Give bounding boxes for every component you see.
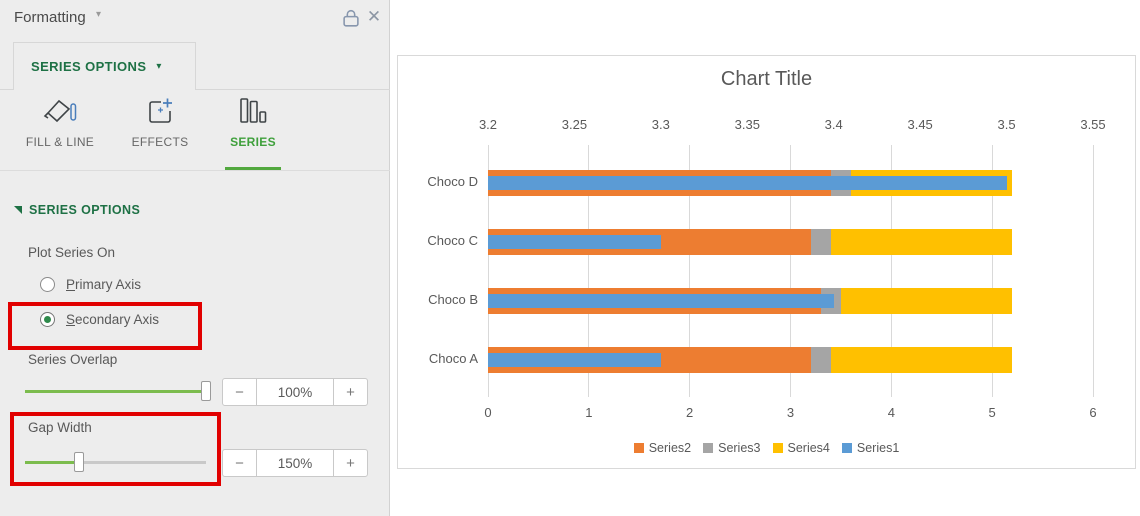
bar-series1[interactable] bbox=[488, 234, 661, 249]
legend-swatch-icon bbox=[841, 443, 852, 453]
secondary-axis-tick-label[interactable]: 3.5 bbox=[997, 117, 1016, 132]
tab-series-options-label: SERIES OPTIONS bbox=[31, 59, 147, 74]
minus-button[interactable]: − bbox=[235, 383, 244, 401]
legend-label: Series1 bbox=[856, 441, 900, 455]
legend-item[interactable]: Series4 bbox=[772, 441, 830, 455]
bar-series3[interactable] bbox=[810, 228, 831, 255]
primary-axis-tick-label[interactable]: 0 bbox=[484, 405, 492, 420]
category-label[interactable]: Choco A bbox=[428, 350, 478, 366]
bar-series1[interactable] bbox=[488, 352, 661, 367]
plus-button[interactable]: + bbox=[346, 383, 355, 401]
close-icon[interactable]: ✕ bbox=[366, 7, 382, 26]
category-label[interactable]: Choco C bbox=[427, 232, 478, 248]
slider-thumb[interactable] bbox=[74, 452, 85, 472]
secondary-axis-tick-label[interactable]: 3.4 bbox=[824, 117, 843, 132]
tab-chevron-down-icon: ▾ bbox=[156, 61, 162, 72]
secondary-axis-tick-label[interactable]: 3.45 bbox=[907, 117, 933, 132]
plus-button[interactable]: + bbox=[346, 454, 355, 472]
panel-divider bbox=[0, 170, 390, 171]
series-overlap-label: Series Overlap bbox=[28, 352, 118, 367]
radio-primary-axis-label: Primary Axis bbox=[66, 277, 142, 292]
legend-swatch-icon bbox=[703, 443, 714, 453]
plot-series-on-label: Plot Series On bbox=[28, 245, 116, 260]
radio-secondary-axis-circle[interactable] bbox=[40, 312, 55, 327]
legend-item[interactable]: Series2 bbox=[633, 441, 692, 455]
secondary-axis-tick-label[interactable]: 3.3 bbox=[651, 117, 670, 132]
legend-label: Series2 bbox=[648, 441, 692, 455]
gridline bbox=[588, 145, 590, 397]
secondary-axis-tick-label[interactable]: 3.25 bbox=[561, 117, 588, 132]
section-series-options[interactable]: SERIES OPTIONS bbox=[14, 203, 140, 217]
collapse-triangle-icon bbox=[14, 206, 22, 214]
gridline bbox=[487, 145, 489, 397]
radio-primary-axis-circle[interactable] bbox=[40, 277, 55, 292]
tab-series-label: SERIES bbox=[230, 135, 276, 149]
primary-axis-tick-label[interactable]: 6 bbox=[1089, 405, 1097, 420]
gridline bbox=[689, 145, 691, 397]
gridline bbox=[1092, 145, 1094, 397]
tab-effects-label: EFFECTS bbox=[131, 135, 189, 149]
gap-width-slider[interactable] bbox=[25, 452, 206, 472]
tab-series[interactable]: SERIES bbox=[211, 95, 295, 170]
primary-axis-tick-label[interactable]: 5 bbox=[988, 405, 996, 420]
secondary-axis-tick-label[interactable]: 3.55 bbox=[1080, 117, 1106, 132]
chart-card[interactable]: Chart Title Series2 Series3 Series4 Series1… bbox=[397, 55, 1136, 469]
legend-item[interactable]: Series3 bbox=[703, 441, 761, 455]
active-tab-underline bbox=[225, 167, 281, 170]
series-bars-icon bbox=[238, 95, 268, 127]
tab-fill-and-line-label: FILL & LINE bbox=[25, 135, 95, 149]
gap-width-stepper: − 150% + bbox=[222, 449, 368, 477]
bar-series4[interactable] bbox=[830, 228, 1013, 255]
paint-bucket-icon bbox=[42, 95, 78, 127]
bar-series1[interactable] bbox=[488, 293, 834, 308]
panel-title: Formatting bbox=[14, 9, 86, 26]
primary-axis-tick-label[interactable]: 1 bbox=[585, 405, 593, 420]
series-overlap-slider[interactable] bbox=[25, 381, 211, 401]
bar-series3[interactable] bbox=[810, 346, 831, 373]
series-overlap-stepper: − 100% + bbox=[222, 378, 368, 406]
legend-swatch-icon bbox=[633, 443, 644, 453]
legend-swatch-icon bbox=[772, 443, 783, 453]
radio-secondary-axis-label: Secondary Axis bbox=[66, 312, 160, 327]
primary-axis-tick-label[interactable]: 2 bbox=[686, 405, 694, 420]
secondary-axis-tick-label[interactable]: 3.2 bbox=[478, 117, 498, 132]
slider-thumb[interactable] bbox=[201, 381, 211, 401]
category-label[interactable]: Choco D bbox=[427, 173, 478, 189]
slider-track bbox=[25, 461, 206, 464]
bar-series1[interactable] bbox=[488, 175, 1007, 190]
effects-icon bbox=[144, 95, 176, 127]
bar-series4[interactable] bbox=[830, 346, 1013, 373]
radio-primary-axis[interactable]: Primary Axis bbox=[40, 277, 141, 292]
tab-effects[interactable]: EFFECTS bbox=[118, 95, 202, 170]
legend-item[interactable]: Series1 bbox=[841, 441, 900, 455]
series-overlap-value[interactable]: 100% bbox=[256, 379, 334, 405]
bar-series4[interactable] bbox=[840, 287, 1013, 314]
primary-axis-tick-label[interactable]: 4 bbox=[887, 405, 895, 420]
radio-secondary-axis[interactable]: Secondary Axis bbox=[40, 312, 159, 327]
chart-legend: Series2 Series3 Series4 Series1 bbox=[398, 441, 1135, 455]
chart-title[interactable]: Chart Title bbox=[720, 68, 813, 90]
gap-width-label: Gap Width bbox=[28, 420, 92, 435]
gridline bbox=[991, 145, 993, 397]
tab-fill-and-line[interactable]: FILL & LINE bbox=[18, 95, 102, 170]
gridline bbox=[790, 145, 791, 397]
slider-fill bbox=[25, 461, 80, 464]
panel-title-chevron-down-icon[interactable]: ▾ bbox=[96, 9, 102, 20]
legend-label: Series4 bbox=[787, 441, 830, 455]
section-series-options-label: SERIES OPTIONS bbox=[29, 203, 141, 217]
tab-series-options[interactable]: SERIES OPTIONS ▾ bbox=[13, 42, 196, 90]
legend-label: Series3 bbox=[718, 441, 761, 455]
minus-button[interactable]: − bbox=[235, 454, 244, 472]
lock-icon[interactable] bbox=[340, 7, 362, 29]
secondary-axis-tick-label[interactable]: 3.35 bbox=[734, 117, 760, 132]
gap-width-value[interactable]: 150% bbox=[256, 450, 334, 476]
slider-fill bbox=[25, 390, 206, 393]
gridline bbox=[890, 145, 892, 397]
primary-axis-tick-label[interactable]: 3 bbox=[786, 405, 795, 420]
formatting-panel: Formatting ▾ ✕ SERIES OPTIONS ▾ FILL & L… bbox=[0, 0, 390, 516]
category-label[interactable]: Choco B bbox=[428, 291, 478, 307]
